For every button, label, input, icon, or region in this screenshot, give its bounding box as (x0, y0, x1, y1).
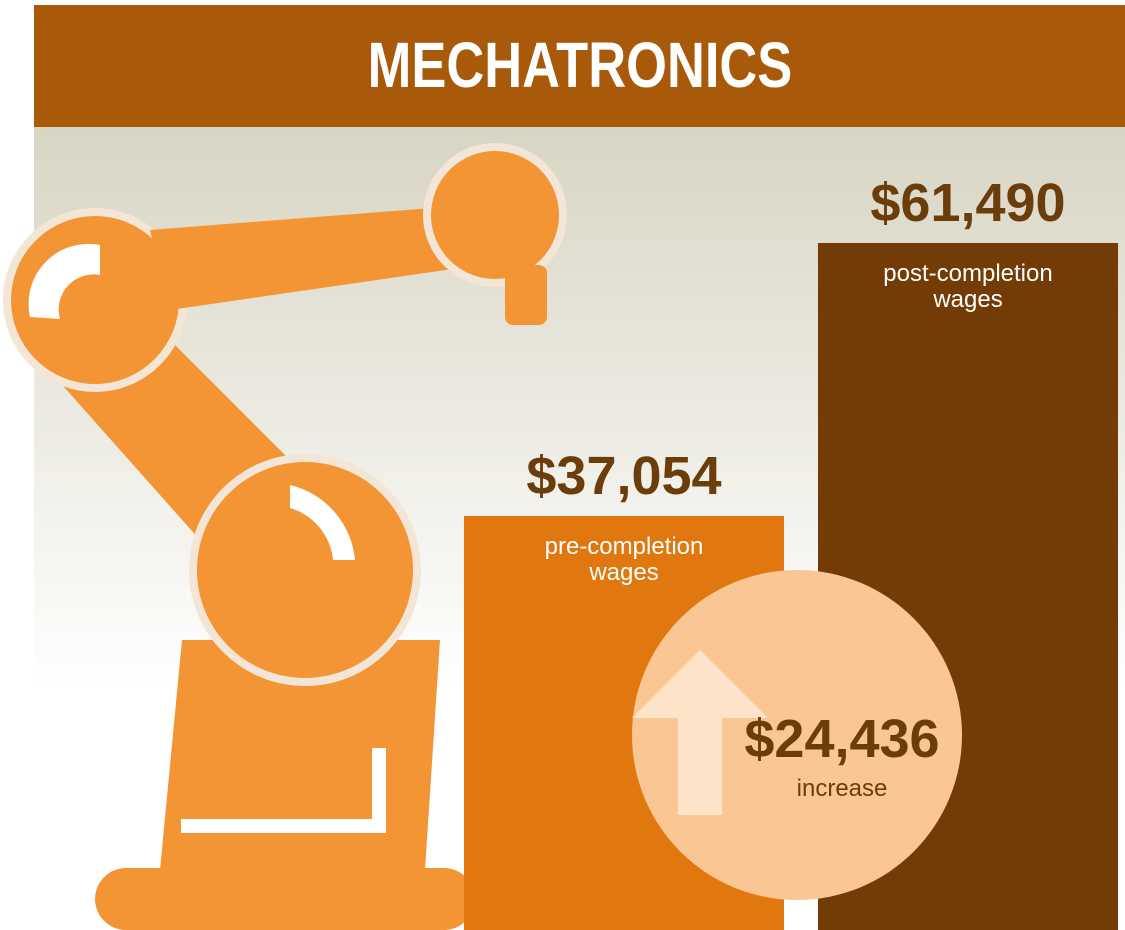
value-label: $61,490 (870, 173, 1065, 233)
value-label: $37,054 (526, 446, 721, 506)
chart-title: MECHATRONICS (368, 30, 793, 101)
header (34, 5, 1125, 127)
increase-text: increase (797, 775, 888, 802)
category-label: pre-completion wages (545, 533, 704, 586)
increase-circle (632, 570, 962, 900)
category-label: post-completion wages (883, 260, 1052, 313)
arrow-icon (632, 650, 768, 815)
increase-value: $24,436 (744, 709, 939, 769)
robot-arm (3, 143, 567, 930)
